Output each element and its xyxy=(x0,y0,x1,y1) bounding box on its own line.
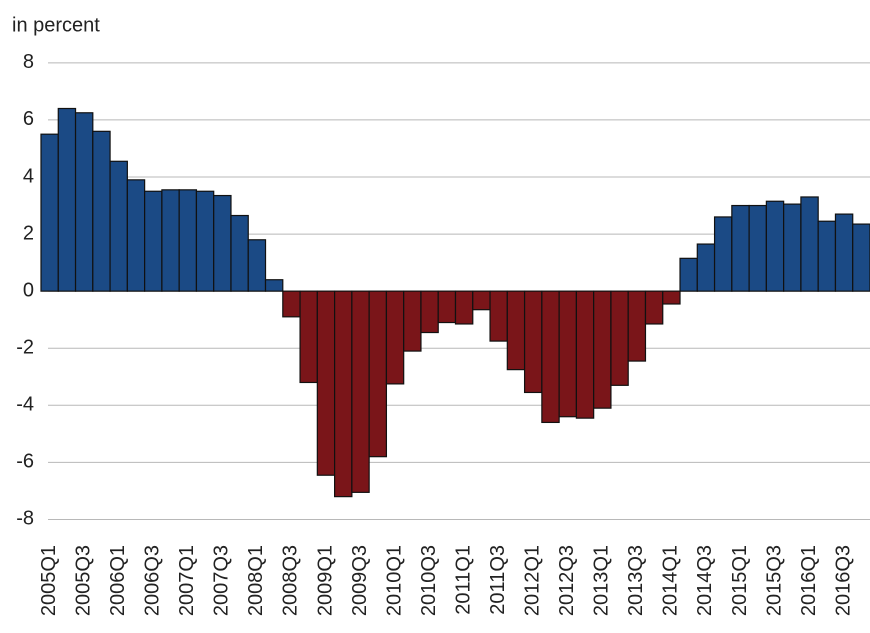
bar xyxy=(40,133,59,292)
x-tick-label: 2011Q3 xyxy=(487,545,509,615)
x-tick-label: 2005Q3 xyxy=(72,545,94,616)
bar xyxy=(541,290,560,424)
bar xyxy=(385,290,405,385)
x-tick-label: 2011Q1 xyxy=(452,545,474,615)
bar xyxy=(74,112,94,292)
bar xyxy=(506,290,526,371)
bar xyxy=(662,290,681,305)
bar xyxy=(575,290,595,419)
bar xyxy=(523,290,543,394)
bar xyxy=(437,290,457,324)
bar xyxy=(627,290,647,362)
x-tick-label: 2005Q1 xyxy=(38,545,60,616)
bar xyxy=(593,290,612,409)
bar xyxy=(731,204,750,292)
bar xyxy=(144,190,163,292)
x-tick-label: 2007Q3 xyxy=(211,545,233,616)
bar xyxy=(334,290,353,498)
bar xyxy=(316,290,336,476)
bar xyxy=(264,279,284,292)
bar xyxy=(247,239,267,292)
x-tick-label: 2013Q1 xyxy=(591,545,613,616)
bar xyxy=(765,200,785,292)
y-tick-label: -2 xyxy=(16,337,34,359)
bar xyxy=(852,223,870,292)
bar xyxy=(403,290,422,352)
y-tick-label: 6 xyxy=(23,108,34,130)
bar xyxy=(679,257,698,292)
x-tick-label: 2015Q1 xyxy=(729,545,751,616)
bar xyxy=(748,204,767,292)
x-tick-label: 2010Q3 xyxy=(418,545,440,616)
bar xyxy=(472,290,491,311)
x-tick-label: 2009Q1 xyxy=(314,545,336,616)
bar xyxy=(834,213,854,292)
x-tick-label: 2010Q1 xyxy=(383,545,405,616)
bar xyxy=(178,189,198,292)
x-tick-label: 2007Q1 xyxy=(176,545,198,616)
bar xyxy=(783,203,802,292)
x-tick-label: 2015Q3 xyxy=(763,545,785,616)
bar xyxy=(368,290,388,458)
x-tick-label: 2009Q3 xyxy=(349,545,371,616)
bar xyxy=(713,216,733,292)
y-tick-label: -8 xyxy=(16,508,34,530)
x-tick-label: 2012Q1 xyxy=(522,545,544,616)
bar xyxy=(351,290,370,493)
y-tick-label: 4 xyxy=(23,165,34,187)
y-tick-label: -4 xyxy=(16,394,34,416)
bar xyxy=(282,290,301,318)
y-axis-label: in percent xyxy=(12,14,100,36)
y-tick-label: 2 xyxy=(23,222,34,244)
bar xyxy=(92,130,111,292)
bar xyxy=(57,107,77,292)
bar xyxy=(195,190,215,292)
bar xyxy=(230,214,249,292)
bar xyxy=(109,160,128,292)
x-tick-label: 2016Q1 xyxy=(798,545,820,616)
x-tick-label: 2008Q1 xyxy=(245,545,267,616)
x-tick-label: 2006Q1 xyxy=(107,545,129,616)
y-tick-label: -6 xyxy=(16,451,34,473)
bar xyxy=(817,220,837,292)
bar xyxy=(489,290,508,342)
bar xyxy=(420,290,439,334)
bar xyxy=(610,290,629,386)
bar xyxy=(644,290,664,325)
y-tick-label: 0 xyxy=(23,279,34,301)
x-tick-label: 2008Q3 xyxy=(280,545,302,616)
x-tick-label: 2013Q3 xyxy=(625,545,647,616)
x-tick-label: 2006Q3 xyxy=(142,545,164,616)
bar xyxy=(696,243,716,292)
bar xyxy=(558,290,577,418)
x-tick-label: 2014Q3 xyxy=(694,545,716,616)
bar xyxy=(454,290,474,325)
bar xyxy=(126,179,146,292)
bar xyxy=(299,290,318,384)
x-tick-label: 2012Q3 xyxy=(556,545,578,616)
y-tick-label: 8 xyxy=(23,51,34,73)
x-tick-label: 2016Q3 xyxy=(832,545,854,616)
bar xyxy=(800,196,819,292)
bar xyxy=(161,189,180,292)
bar xyxy=(213,194,232,292)
x-tick-label: 2014Q1 xyxy=(660,545,682,616)
